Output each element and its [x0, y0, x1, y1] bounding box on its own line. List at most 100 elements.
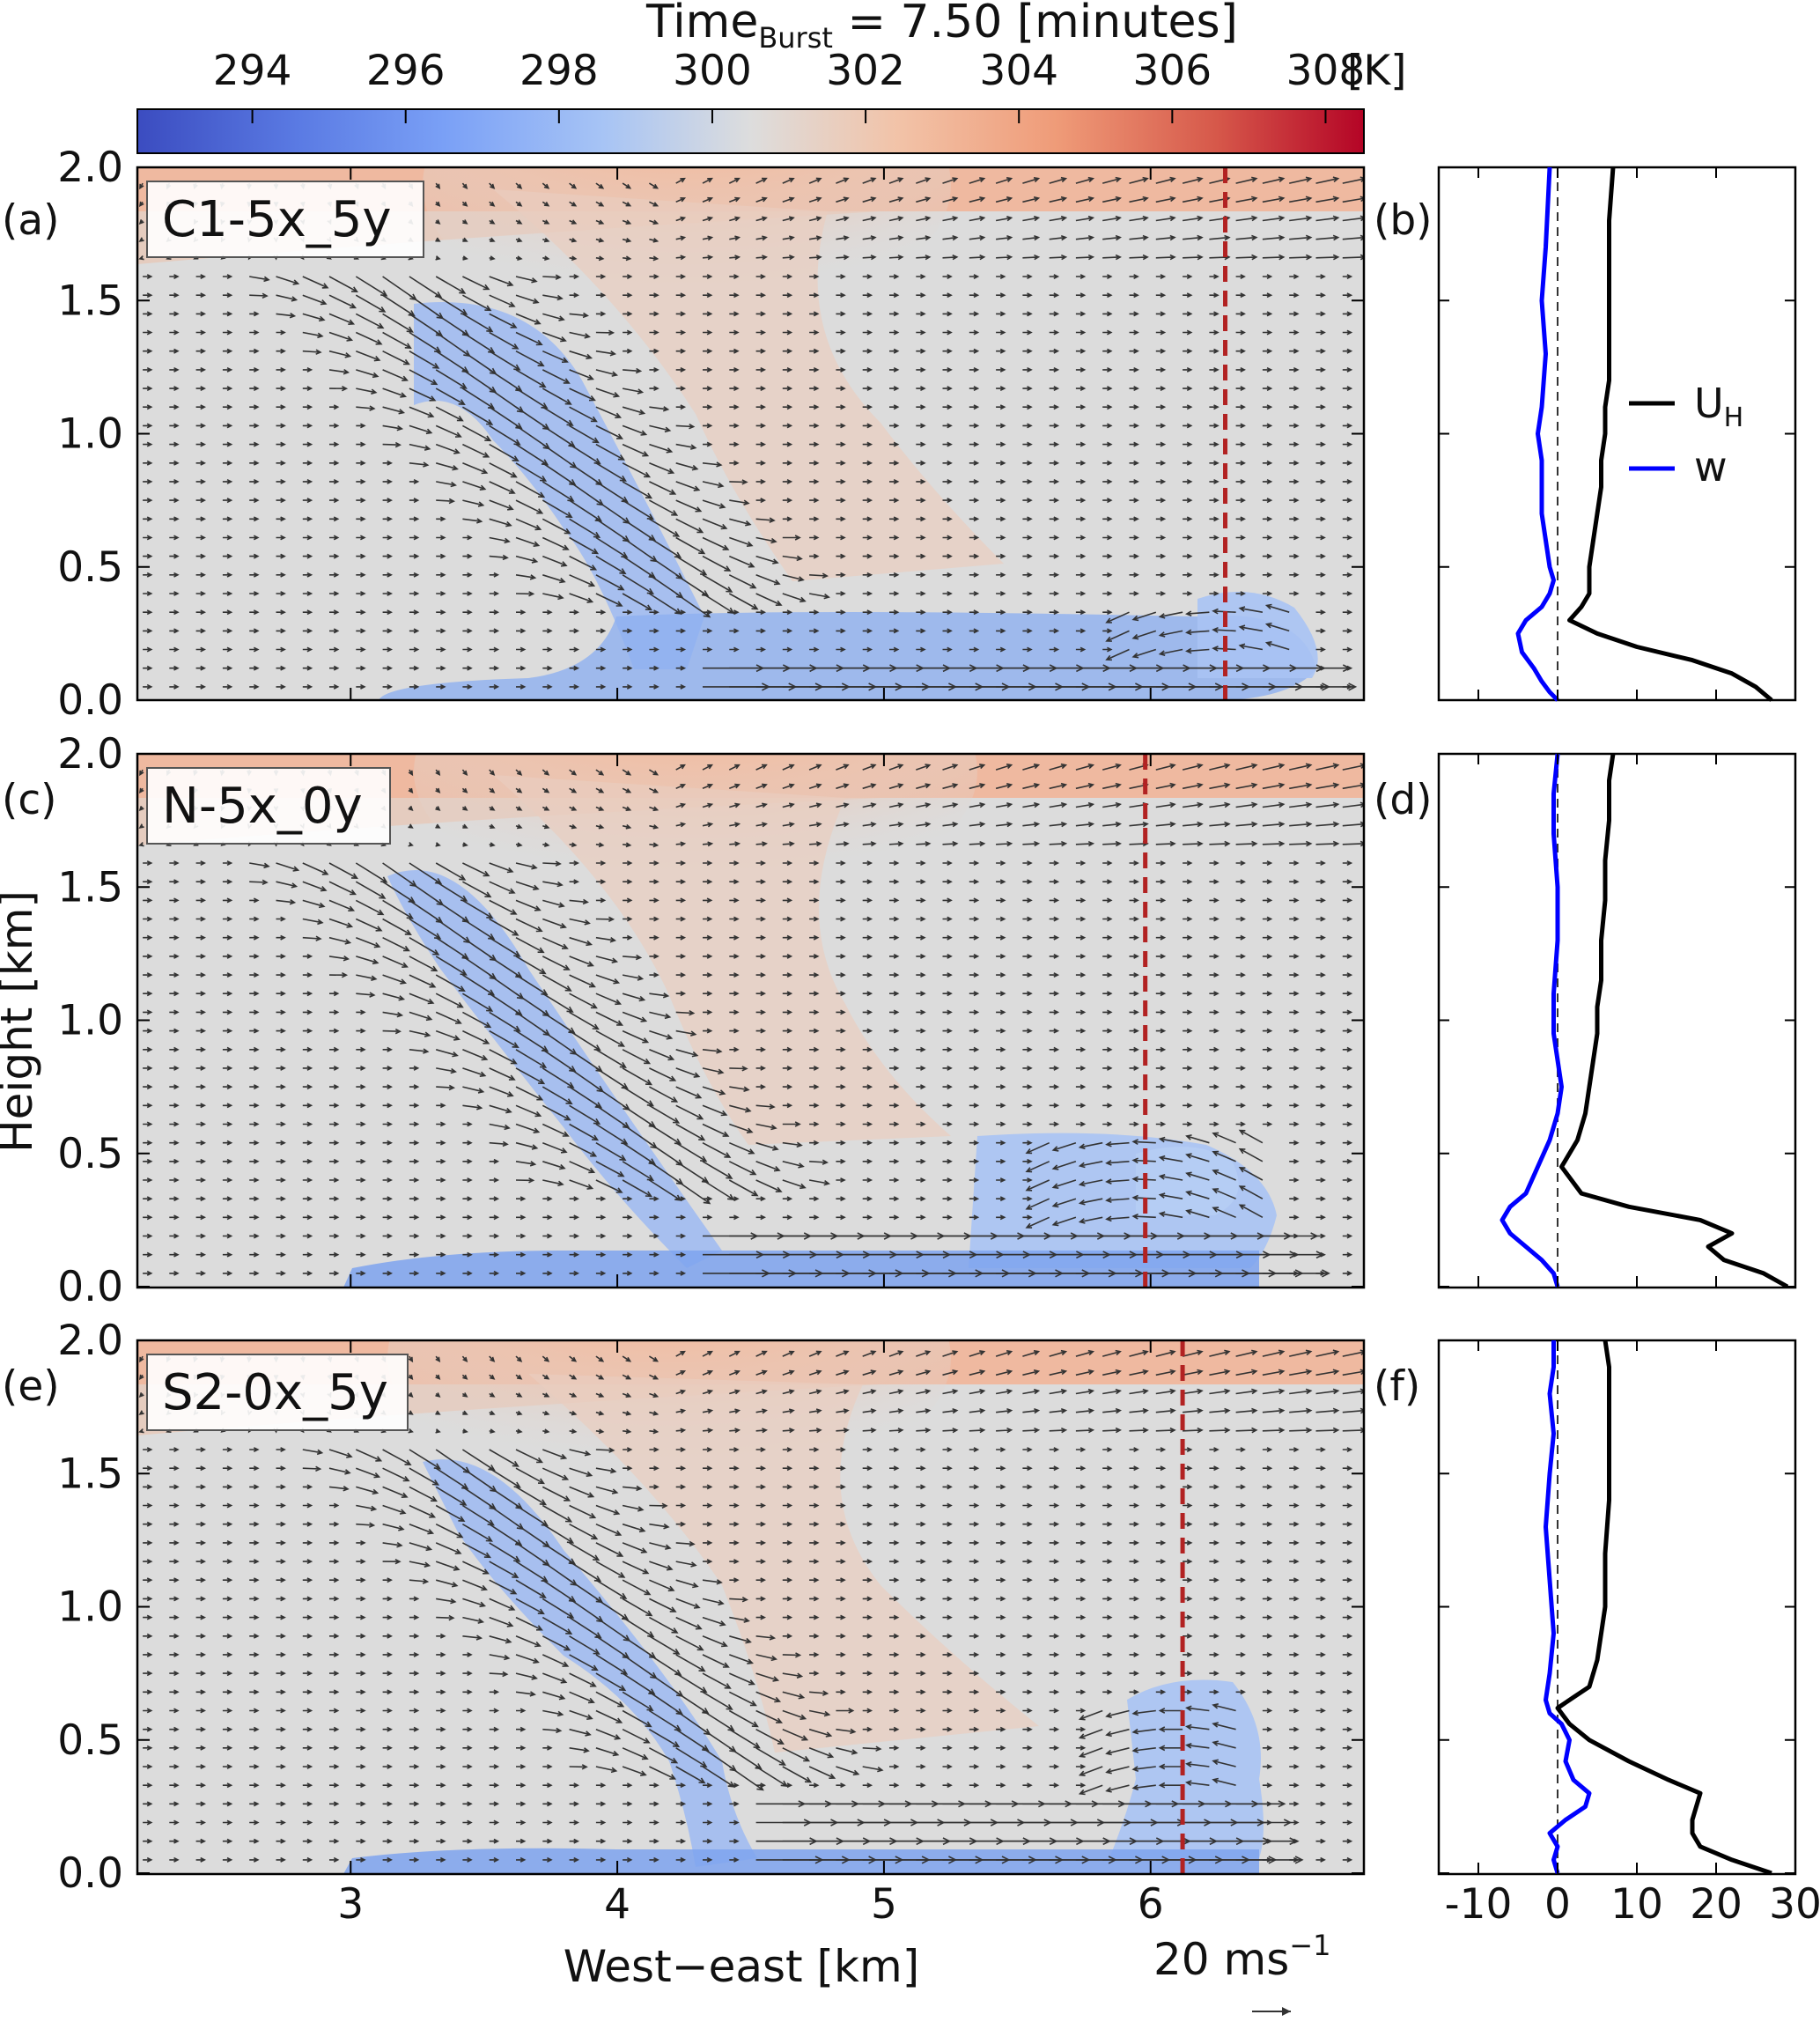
wind-vector [143, 572, 153, 578]
wind-vector [1183, 1577, 1193, 1583]
wind-vector [755, 991, 766, 997]
wind-vector [729, 1635, 752, 1644]
wind-vector [1155, 1407, 1176, 1414]
wind-vector [542, 1449, 568, 1460]
wind-vector [1315, 274, 1326, 280]
wind-vector [462, 572, 473, 578]
wind-vector [542, 1104, 571, 1121]
wind-vector [409, 665, 420, 671]
wind-vector [1342, 1689, 1353, 1695]
wind-vector [809, 609, 820, 616]
wind-vector [782, 274, 793, 280]
wind-vector [1235, 176, 1258, 184]
wind-vector [462, 1651, 473, 1657]
wind-vector [143, 1596, 153, 1602]
wind-vector [836, 1350, 850, 1357]
wind-vector [1262, 535, 1273, 541]
wind-vector [623, 842, 632, 848]
wind-vector [729, 423, 740, 429]
wind-vector [675, 1104, 704, 1120]
wind-vector [702, 1616, 726, 1627]
wind-vector [302, 646, 313, 653]
wind-vector [489, 1086, 514, 1097]
wind-vector [809, 1633, 820, 1639]
wind-vector [969, 1745, 980, 1751]
wind-vector [1289, 1651, 1300, 1657]
wind-vector [1262, 311, 1273, 317]
wind-vector [916, 1009, 926, 1015]
wind-vector [542, 1654, 570, 1667]
wind-vector [1075, 591, 1087, 596]
wind-vector [1102, 329, 1113, 336]
wind-vector [542, 1410, 550, 1416]
profile-x-tick-label: 0 [1544, 1880, 1571, 1929]
wind-vector [702, 1123, 730, 1137]
wind-vector [143, 366, 153, 373]
wind-vector [729, 1104, 752, 1113]
wind-vector [195, 683, 206, 690]
wind-vector [729, 518, 752, 527]
wind-vector [729, 311, 740, 317]
wind-vector [516, 646, 527, 653]
wind-vector [1102, 1651, 1113, 1657]
wind-vector [222, 1856, 233, 1863]
profile-w-line [1499, 753, 1564, 1288]
wind-vector [329, 991, 340, 997]
wind-vector [782, 1214, 793, 1221]
wind-vector [623, 665, 633, 671]
wind-vector [1235, 763, 1258, 771]
wind-vector [249, 972, 260, 978]
wind-vector [622, 499, 655, 520]
wind-vector [1022, 783, 1041, 790]
wind-vector [1075, 553, 1087, 559]
wind-vector [1315, 572, 1326, 578]
wind-vector [1102, 591, 1113, 596]
wind-vector [382, 1065, 393, 1071]
wind-vector [595, 1486, 619, 1494]
wind-vector [623, 954, 643, 961]
wind-vector [648, 1161, 684, 1185]
wind-vector [675, 1350, 686, 1357]
wind-vector [836, 609, 846, 616]
wind-vector [169, 1177, 180, 1183]
wind-vector [462, 1856, 473, 1863]
wind-vector [1315, 1801, 1326, 1807]
wind-vector [836, 764, 850, 771]
legend-uh-label: UH [1694, 380, 1743, 433]
wind-vector [249, 1726, 260, 1732]
wind-vector [622, 806, 632, 811]
wind-vector [622, 387, 645, 395]
wind-vector [461, 1524, 493, 1542]
wind-vector [515, 881, 540, 890]
wind-vector [1155, 348, 1167, 354]
wind-vector [302, 294, 328, 306]
wind-vector [195, 1447, 206, 1453]
wind-vector [222, 683, 233, 690]
wind-vector [809, 329, 820, 336]
wind-vector [569, 918, 591, 926]
wind-vector [1183, 1065, 1193, 1071]
wind-vector [276, 916, 286, 922]
wind-vector [382, 1121, 393, 1127]
wind-vector [836, 1028, 846, 1034]
wind-vector [1289, 1577, 1300, 1583]
wind-vector [755, 764, 768, 771]
wind-vector [408, 787, 414, 793]
wind-vector [222, 1577, 233, 1583]
wind-vector [1131, 648, 1157, 659]
wind-vector [302, 1614, 313, 1620]
wind-vector [702, 1635, 728, 1648]
wind-vector [649, 1049, 675, 1061]
wind-vector [969, 1214, 980, 1221]
wind-vector [169, 423, 180, 429]
wind-vector [382, 1011, 404, 1018]
wind-vector [969, 972, 980, 978]
wind-vector [996, 860, 1006, 867]
wind-vector [542, 956, 571, 970]
wind-vector [329, 1782, 340, 1789]
wind-vector [249, 1484, 260, 1490]
wind-vector [462, 1726, 473, 1732]
wind-vector [436, 1067, 457, 1074]
wind-vector [249, 1577, 260, 1583]
wind-vector [1342, 1502, 1353, 1509]
